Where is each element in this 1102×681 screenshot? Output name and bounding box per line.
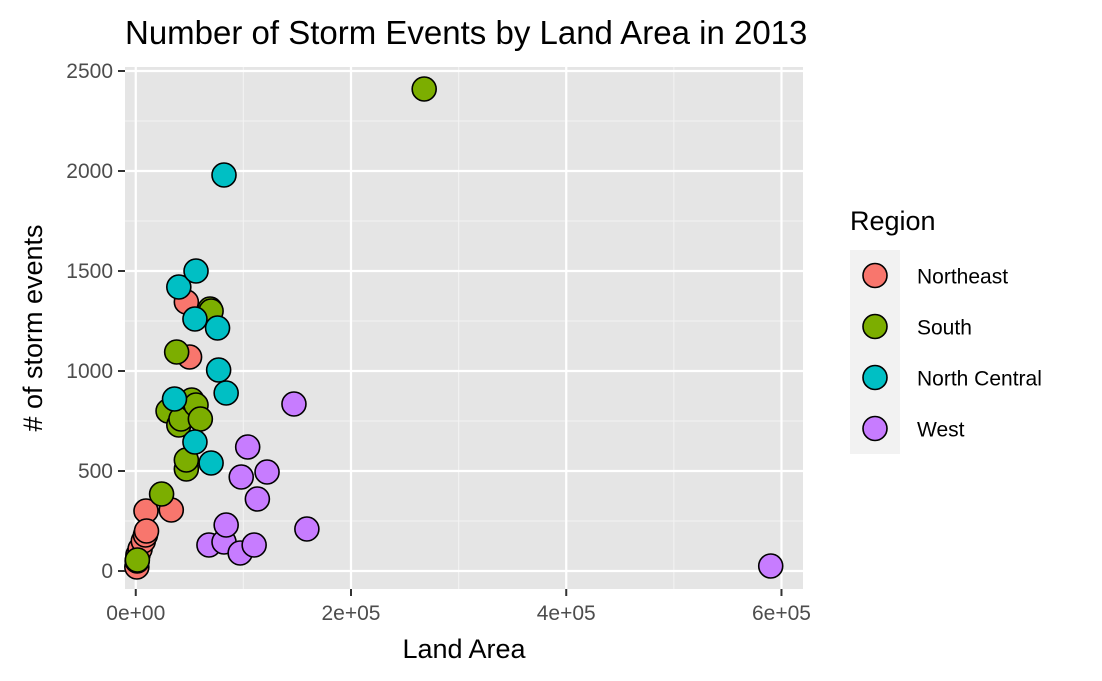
legend: Region Northeast South North Central West (850, 206, 1042, 454)
data-point-west (294, 516, 320, 542)
data-point-north-central (161, 386, 188, 412)
data-point-west (254, 459, 280, 485)
y-tick-label: 1500 (66, 260, 113, 283)
data-point-north-central (182, 429, 208, 455)
x-tick-label: 4e+05 (537, 602, 596, 625)
y-tick-label: 0 (101, 560, 113, 583)
data-point-south (187, 406, 214, 432)
data-point-west (228, 464, 255, 490)
data-point-south (124, 547, 151, 573)
y-tick-label: 500 (78, 460, 113, 483)
legend-title: Region (850, 206, 936, 236)
y-tick-label: 2500 (66, 60, 113, 83)
data-point-north-central (213, 380, 239, 406)
data-point-west (281, 391, 307, 417)
x-axis-title: Land Area (402, 634, 526, 664)
data-point-north-central (166, 274, 192, 300)
data-point-south (411, 76, 437, 102)
legend-label: South (917, 317, 972, 340)
data-point-north-central (205, 357, 232, 383)
data-point-north-central (204, 315, 231, 341)
data-point-west (757, 553, 784, 579)
chart-title: Number of Storm Events by Land Area in 2… (125, 14, 807, 51)
legend-label: North Central (917, 368, 1042, 391)
major-grid (125, 67, 803, 589)
y-axis-title: # of storm events (18, 224, 48, 431)
data-point-north-central (211, 162, 237, 188)
legend-items: Northeast South North Central West (850, 250, 1042, 454)
x-tick-label: 0e+00 (106, 602, 165, 625)
y-axis-ticks: 0 500 1000 1500 2000 2500 (66, 60, 125, 583)
legend-key-northeast (862, 262, 888, 289)
legend-key-north-central (862, 364, 888, 391)
data-point-west (234, 434, 261, 460)
plot-panel (125, 67, 803, 589)
legend-label: Northeast (917, 266, 1008, 289)
y-tick-label: 2000 (66, 160, 113, 183)
data-point-south (163, 339, 190, 365)
data-points (124, 76, 784, 580)
legend-key-west (862, 415, 888, 442)
data-point-west (241, 532, 267, 558)
data-point-north-central (198, 450, 224, 476)
x-tick-label: 6e+05 (752, 602, 811, 625)
legend-label: West (917, 419, 965, 442)
legend-key-south (862, 313, 888, 340)
data-point-west (244, 486, 271, 512)
y-tick-label: 1000 (66, 360, 113, 383)
data-point-northeast (133, 518, 160, 544)
data-point-north-central (182, 306, 208, 332)
x-axis-ticks: 0e+00 2e+05 4e+05 6e+05 (106, 589, 811, 625)
data-point-west (213, 512, 239, 538)
x-tick-label: 2e+05 (322, 602, 381, 625)
data-point-north-central (183, 258, 209, 284)
data-point-south (148, 481, 175, 507)
